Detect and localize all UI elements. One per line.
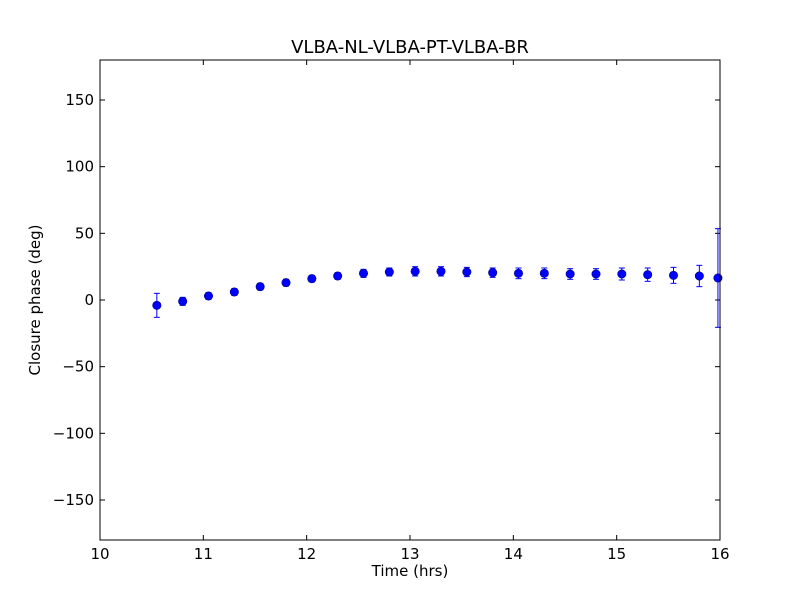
x-tick-label: 11	[194, 545, 213, 563]
plot-area	[100, 60, 720, 540]
data-point	[591, 269, 601, 279]
x-tick-label: 12	[297, 545, 316, 563]
y-axis-ticks: −150 −100 −50 0 50 100 150	[53, 91, 720, 509]
data-point	[307, 274, 317, 284]
x-tick-label: 13	[400, 545, 419, 563]
y-tick-label: −150	[53, 491, 94, 509]
data-point	[462, 267, 472, 277]
data-point	[694, 271, 704, 281]
data-points	[152, 266, 723, 310]
y-tick-label: 150	[65, 91, 94, 109]
data-point	[668, 270, 678, 280]
x-tick-label: 14	[504, 545, 523, 563]
data-point	[565, 269, 575, 279]
x-tick-label: 16	[710, 545, 729, 563]
chart-title: VLBA-NL-VLBA-PT-VLBA-BR	[291, 37, 529, 58]
data-point	[333, 271, 343, 281]
plot-frame	[99, 59, 721, 541]
data-point	[513, 268, 523, 278]
data-point	[643, 270, 653, 280]
x-tick-label: 10	[90, 545, 109, 563]
x-tick-label: 15	[607, 545, 626, 563]
y-axis-label: Closure phase (deg)	[26, 225, 44, 376]
data-point	[539, 268, 549, 278]
data-point	[152, 300, 162, 310]
y-tick-label: 50	[75, 224, 94, 242]
data-point	[617, 269, 627, 279]
data-point	[281, 278, 291, 288]
y-tick-label: 100	[65, 158, 94, 176]
data-point	[410, 266, 420, 276]
data-point	[358, 268, 368, 278]
data-point	[229, 287, 239, 297]
x-axis-label: Time (hrs)	[371, 562, 449, 580]
data-point	[255, 282, 265, 292]
data-point	[204, 291, 214, 301]
data-point	[436, 266, 446, 276]
data-point	[178, 296, 188, 306]
y-tick-label: −100	[53, 424, 94, 442]
y-tick-label: −50	[62, 358, 94, 376]
y-tick-label: 0	[84, 291, 94, 309]
x-axis-ticks: 10 11 12 13 14 15 16	[90, 60, 730, 563]
data-point	[488, 268, 498, 278]
data-point	[384, 267, 394, 277]
data-point	[713, 273, 723, 283]
